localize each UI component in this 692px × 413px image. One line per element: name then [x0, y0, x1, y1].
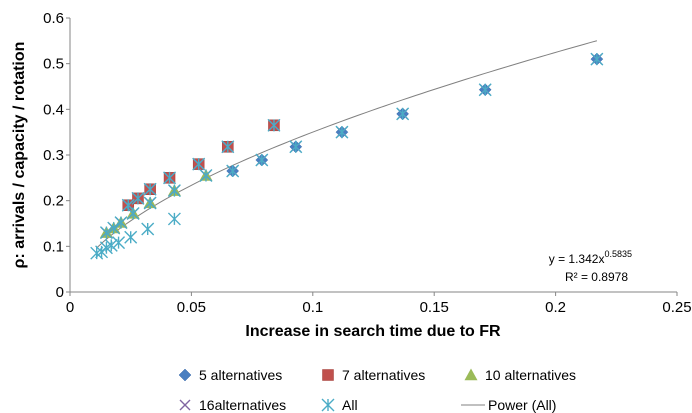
legend-marker: [321, 398, 335, 412]
y-tick-labels: 0 0.1 0.2 0.3 0.4 0.5 0.6: [43, 10, 70, 301]
data-point: [289, 140, 303, 154]
r-squared-text: R² = 0.8978: [565, 270, 628, 284]
legend-label: All: [342, 397, 358, 413]
y-tick-label: 0: [56, 284, 64, 301]
data-point: [255, 153, 269, 167]
legend-marker: [464, 368, 478, 381]
axes: [69, 18, 677, 293]
y-axis-title: ρ: arrivals / capacity / rotation: [11, 42, 28, 269]
equation-annotation: y = 1.342x0.5835 R² = 0.8978: [549, 249, 632, 284]
data-point: [124, 230, 138, 244]
legend-label: 10 alternatives: [485, 367, 576, 383]
data-point: [478, 83, 492, 97]
data-point: [590, 52, 604, 66]
data-point: [107, 221, 121, 235]
legend: 5 alternatives 7 alternatives 10 alternati…: [178, 367, 576, 413]
legend-label: Power (All): [488, 397, 556, 413]
legend-label: 16alternatives: [199, 397, 286, 413]
data-point: [114, 216, 128, 230]
y-tick-label: 0.2: [43, 193, 64, 210]
data-point: [396, 107, 410, 121]
y-tick-label: 0.6: [43, 10, 64, 27]
data-point: [143, 182, 157, 196]
series-0: [226, 52, 604, 178]
data-point: [112, 236, 126, 250]
legend-item: 7 alternatives: [322, 367, 425, 383]
data-point: [99, 226, 113, 240]
legend-marker: [178, 368, 192, 382]
svg-text:y = 1.342x0.5835: y = 1.342x0.5835: [549, 249, 632, 266]
y-tick-label: 0.3: [43, 147, 64, 164]
legend-item: All: [321, 397, 358, 413]
legend-label: 7 alternatives: [342, 367, 425, 383]
x-tick-labels: 0 0.05 0.1 0.15 0.2 0.25: [66, 292, 692, 316]
equation-exponent: 0.5835: [604, 249, 632, 259]
legend-item: Power (All): [461, 397, 556, 413]
x-tick-label: 0.15: [420, 299, 449, 316]
trendline-power-all: [96, 40, 598, 249]
y-tick-label: 0.4: [43, 101, 64, 118]
equation-text: y = 1.342x: [549, 252, 605, 266]
y-tick-label: 0.5: [43, 56, 64, 73]
data-point: [335, 125, 349, 139]
data-point: [141, 222, 155, 236]
legend-item: 10 alternatives: [464, 367, 576, 383]
data-point: [199, 169, 213, 183]
data-point: [167, 212, 181, 226]
y-tick-label: 0.1: [43, 238, 64, 255]
series-4: [90, 52, 604, 260]
legend-item: 16alternatives: [179, 397, 286, 413]
x-tick-label: 0.1: [302, 299, 323, 316]
x-tick-label: 0.25: [662, 299, 691, 316]
x-axis-title: Increase in search time due to FR: [245, 323, 501, 340]
legend-marker: [322, 369, 334, 381]
data-point: [104, 238, 118, 252]
data-point: [126, 206, 140, 220]
data-point: [221, 140, 235, 154]
legend-marker: [179, 399, 191, 411]
legend-label: 5 alternatives: [199, 367, 282, 383]
data-point: [163, 171, 177, 185]
data-point: [143, 196, 157, 210]
data-points: [90, 52, 604, 260]
data-point: [267, 118, 281, 132]
x-tick-label: 0.2: [545, 299, 566, 316]
data-point: [131, 191, 145, 205]
series-3: [100, 53, 603, 239]
data-point: [167, 184, 181, 198]
data-point: [192, 157, 206, 171]
legend-item: 5 alternatives: [178, 367, 282, 383]
data-point: [226, 164, 240, 178]
x-tick-label: 0.05: [177, 299, 206, 316]
x-tick-label: 0: [66, 299, 74, 316]
